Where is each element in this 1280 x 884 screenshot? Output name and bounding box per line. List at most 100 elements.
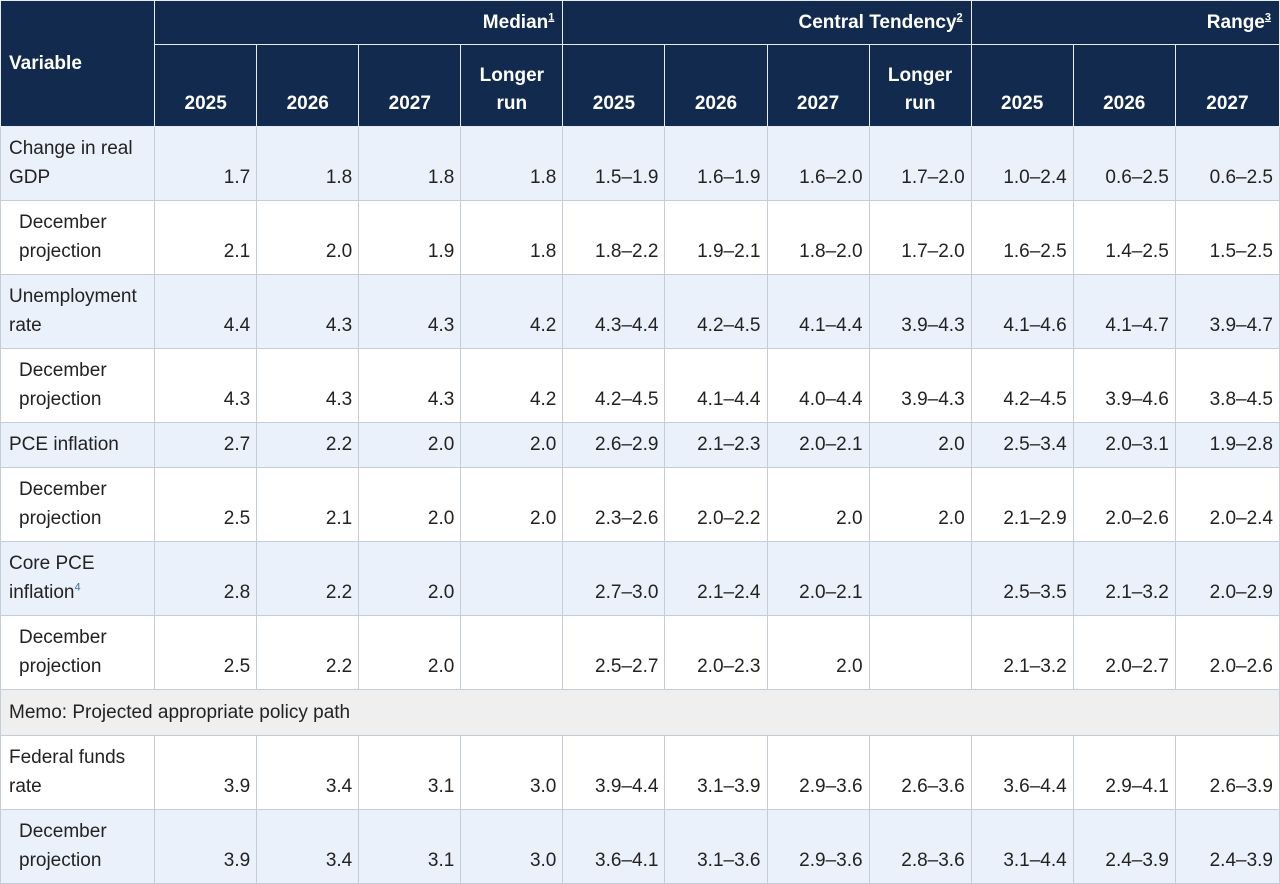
row-label-cell: December projection xyxy=(0,467,156,542)
value-cell: 3.1–3.9 xyxy=(664,735,768,810)
table-row: Core PCE inflation4 2.8 2.2 2.0 2.7–3.0 2.1–2… xyxy=(0,541,1280,616)
value-cell: 2.3–2.6 xyxy=(562,467,666,542)
value-cell: 2.4–3.9 xyxy=(1072,809,1176,884)
value-cell: 2.9–3.6 xyxy=(766,735,870,810)
row-label: Unemployment rate xyxy=(9,286,137,336)
value-cell: 4.2–4.5 xyxy=(562,348,666,423)
row-label: December projection xyxy=(19,212,107,262)
value-cell: 2.0–2.9 xyxy=(1174,541,1280,616)
range-footnote-link[interactable]: 3 xyxy=(1264,11,1271,24)
table-row: December projection 2.1 2.0 1.9 1.8 1.8–2.2 1.… xyxy=(0,200,1280,275)
value-cell: 2.5 xyxy=(154,615,258,690)
value-cell: 1.9–2.8 xyxy=(1174,422,1280,468)
value-cell: 2.0 xyxy=(766,615,870,690)
value-cell: 1.8–2.2 xyxy=(562,200,666,275)
column-header: 2026 xyxy=(664,44,768,127)
value-cell: 3.9–4.4 xyxy=(562,735,666,810)
value-cell: 4.3–4.4 xyxy=(562,274,666,349)
value-cell: 1.8 xyxy=(256,126,360,201)
value-cell: 1.4–2.5 xyxy=(1072,200,1176,275)
value-cell: 2.0–2.6 xyxy=(1072,467,1176,542)
value-cell: 3.6–4.1 xyxy=(562,809,666,884)
value-cell: 1.6–2.0 xyxy=(766,126,870,201)
value-cell: 1.6–1.9 xyxy=(664,126,768,201)
variable-header-label: Variable xyxy=(9,52,82,74)
column-header: 2027 xyxy=(1174,44,1280,127)
value-cell: 2.1–3.2 xyxy=(1072,541,1176,616)
value-cell: 2.8 xyxy=(154,541,258,616)
value-cell: 3.9–4.3 xyxy=(868,348,972,423)
value-cell: 2.4–3.9 xyxy=(1174,809,1280,884)
row-label-cell: December projection xyxy=(0,809,156,884)
value-cell: 3.9 xyxy=(154,735,258,810)
row-label-cell: Change in real GDP xyxy=(0,126,156,201)
value-cell: 4.3 xyxy=(256,274,360,349)
value-cell xyxy=(460,615,564,690)
value-cell: 2.0 xyxy=(358,422,462,468)
value-cell: 4.3 xyxy=(256,348,360,423)
row-label: December projection xyxy=(19,360,107,410)
value-cell: 2.0–2.1 xyxy=(766,541,870,616)
row-label: December projection xyxy=(19,821,107,871)
table-header: Variable Median1 Central Tendency2 Range… xyxy=(0,0,1280,127)
row-label-cell: Core PCE inflation4 xyxy=(0,541,156,616)
value-cell: 2.0 xyxy=(460,422,564,468)
value-cell: 4.1–4.7 xyxy=(1072,274,1176,349)
value-cell: 4.1–4.4 xyxy=(664,348,768,423)
value-cell: 3.9 xyxy=(154,809,258,884)
value-cell: 2.1 xyxy=(256,467,360,542)
row-label-cell: December projection xyxy=(0,200,156,275)
value-cell: 2.6–3.6 xyxy=(868,735,972,810)
row-label-cell: Unemployment rate xyxy=(0,274,156,349)
value-cell: 2.2 xyxy=(256,422,360,468)
value-cell: 3.0 xyxy=(460,809,564,884)
column-header: 2026 xyxy=(1072,44,1176,127)
column-headers: 2025 2026 2027 Longer run 2025 2026 2027 Longer… xyxy=(1,44,1280,127)
value-cell: 4.2 xyxy=(460,348,564,423)
row-label: Change in real GDP xyxy=(9,138,133,188)
value-cell: 1.5–1.9 xyxy=(562,126,666,201)
table-row: December projection 4.3 4.3 4.3 4.2 4.2–4.5 4.… xyxy=(0,348,1280,423)
row-label: PCE inflation xyxy=(9,434,119,455)
central-tendency-group-header: Central Tendency2 xyxy=(562,0,972,45)
median-footnote-link[interactable]: 1 xyxy=(548,11,555,24)
value-cell: 2.0 xyxy=(358,615,462,690)
value-cell: 3.1 xyxy=(358,735,462,810)
footnote-link[interactable]: 4 xyxy=(74,581,81,594)
value-cell: 1.0–2.4 xyxy=(970,126,1074,201)
value-cell: 1.8–2.0 xyxy=(766,200,870,275)
table-row: Change in real GDP 1.7 1.8 1.8 1.8 1.5–1.9 1.6… xyxy=(0,126,1280,201)
value-cell: 0.6–2.5 xyxy=(1072,126,1176,201)
value-cell: 2.1–2.4 xyxy=(664,541,768,616)
value-cell: 2.8–3.6 xyxy=(868,809,972,884)
value-cell: 4.2–4.5 xyxy=(664,274,768,349)
value-cell: 3.0 xyxy=(460,735,564,810)
value-cell: 1.7–2.0 xyxy=(868,200,972,275)
value-cell: 2.7–3.0 xyxy=(562,541,666,616)
table-row: Federal funds rate 3.9 3.4 3.1 3.0 3.9–4.4 3.1… xyxy=(0,735,1280,810)
memo-row: Memo: Projected appropriate policy path xyxy=(0,689,1280,736)
value-cell: 2.6–2.9 xyxy=(562,422,666,468)
value-cell xyxy=(868,541,972,616)
value-cell: 3.4 xyxy=(256,809,360,884)
table-row: Unemployment rate 4.4 4.3 4.3 4.2 4.3–4.4 4.2–… xyxy=(0,274,1280,349)
variable-header: Variable xyxy=(0,0,156,127)
table-row: December projection 3.9 3.4 3.1 3.0 3.6–4.1 3.… xyxy=(0,809,1280,884)
central-tendency-footnote-link[interactable]: 2 xyxy=(956,11,963,24)
value-cell: 4.1–4.4 xyxy=(766,274,870,349)
value-cell: 2.0–2.3 xyxy=(664,615,768,690)
value-cell: 2.2 xyxy=(256,615,360,690)
column-header: Longer run xyxy=(460,44,564,127)
row-label: December projection xyxy=(19,627,107,677)
value-cell: 3.1–4.4 xyxy=(970,809,1074,884)
column-header: 2025 xyxy=(562,44,666,127)
table-row: December projection 2.5 2.1 2.0 2.0 2.3–2.6 2.… xyxy=(0,467,1280,542)
value-cell: 2.7 xyxy=(154,422,258,468)
value-cell: 1.7 xyxy=(154,126,258,201)
value-cell: 2.0–3.1 xyxy=(1072,422,1176,468)
value-cell: 2.0 xyxy=(868,422,972,468)
value-cell: 2.0 xyxy=(358,467,462,542)
value-cell: 3.8–4.5 xyxy=(1174,348,1280,423)
value-cell: 1.8 xyxy=(460,126,564,201)
